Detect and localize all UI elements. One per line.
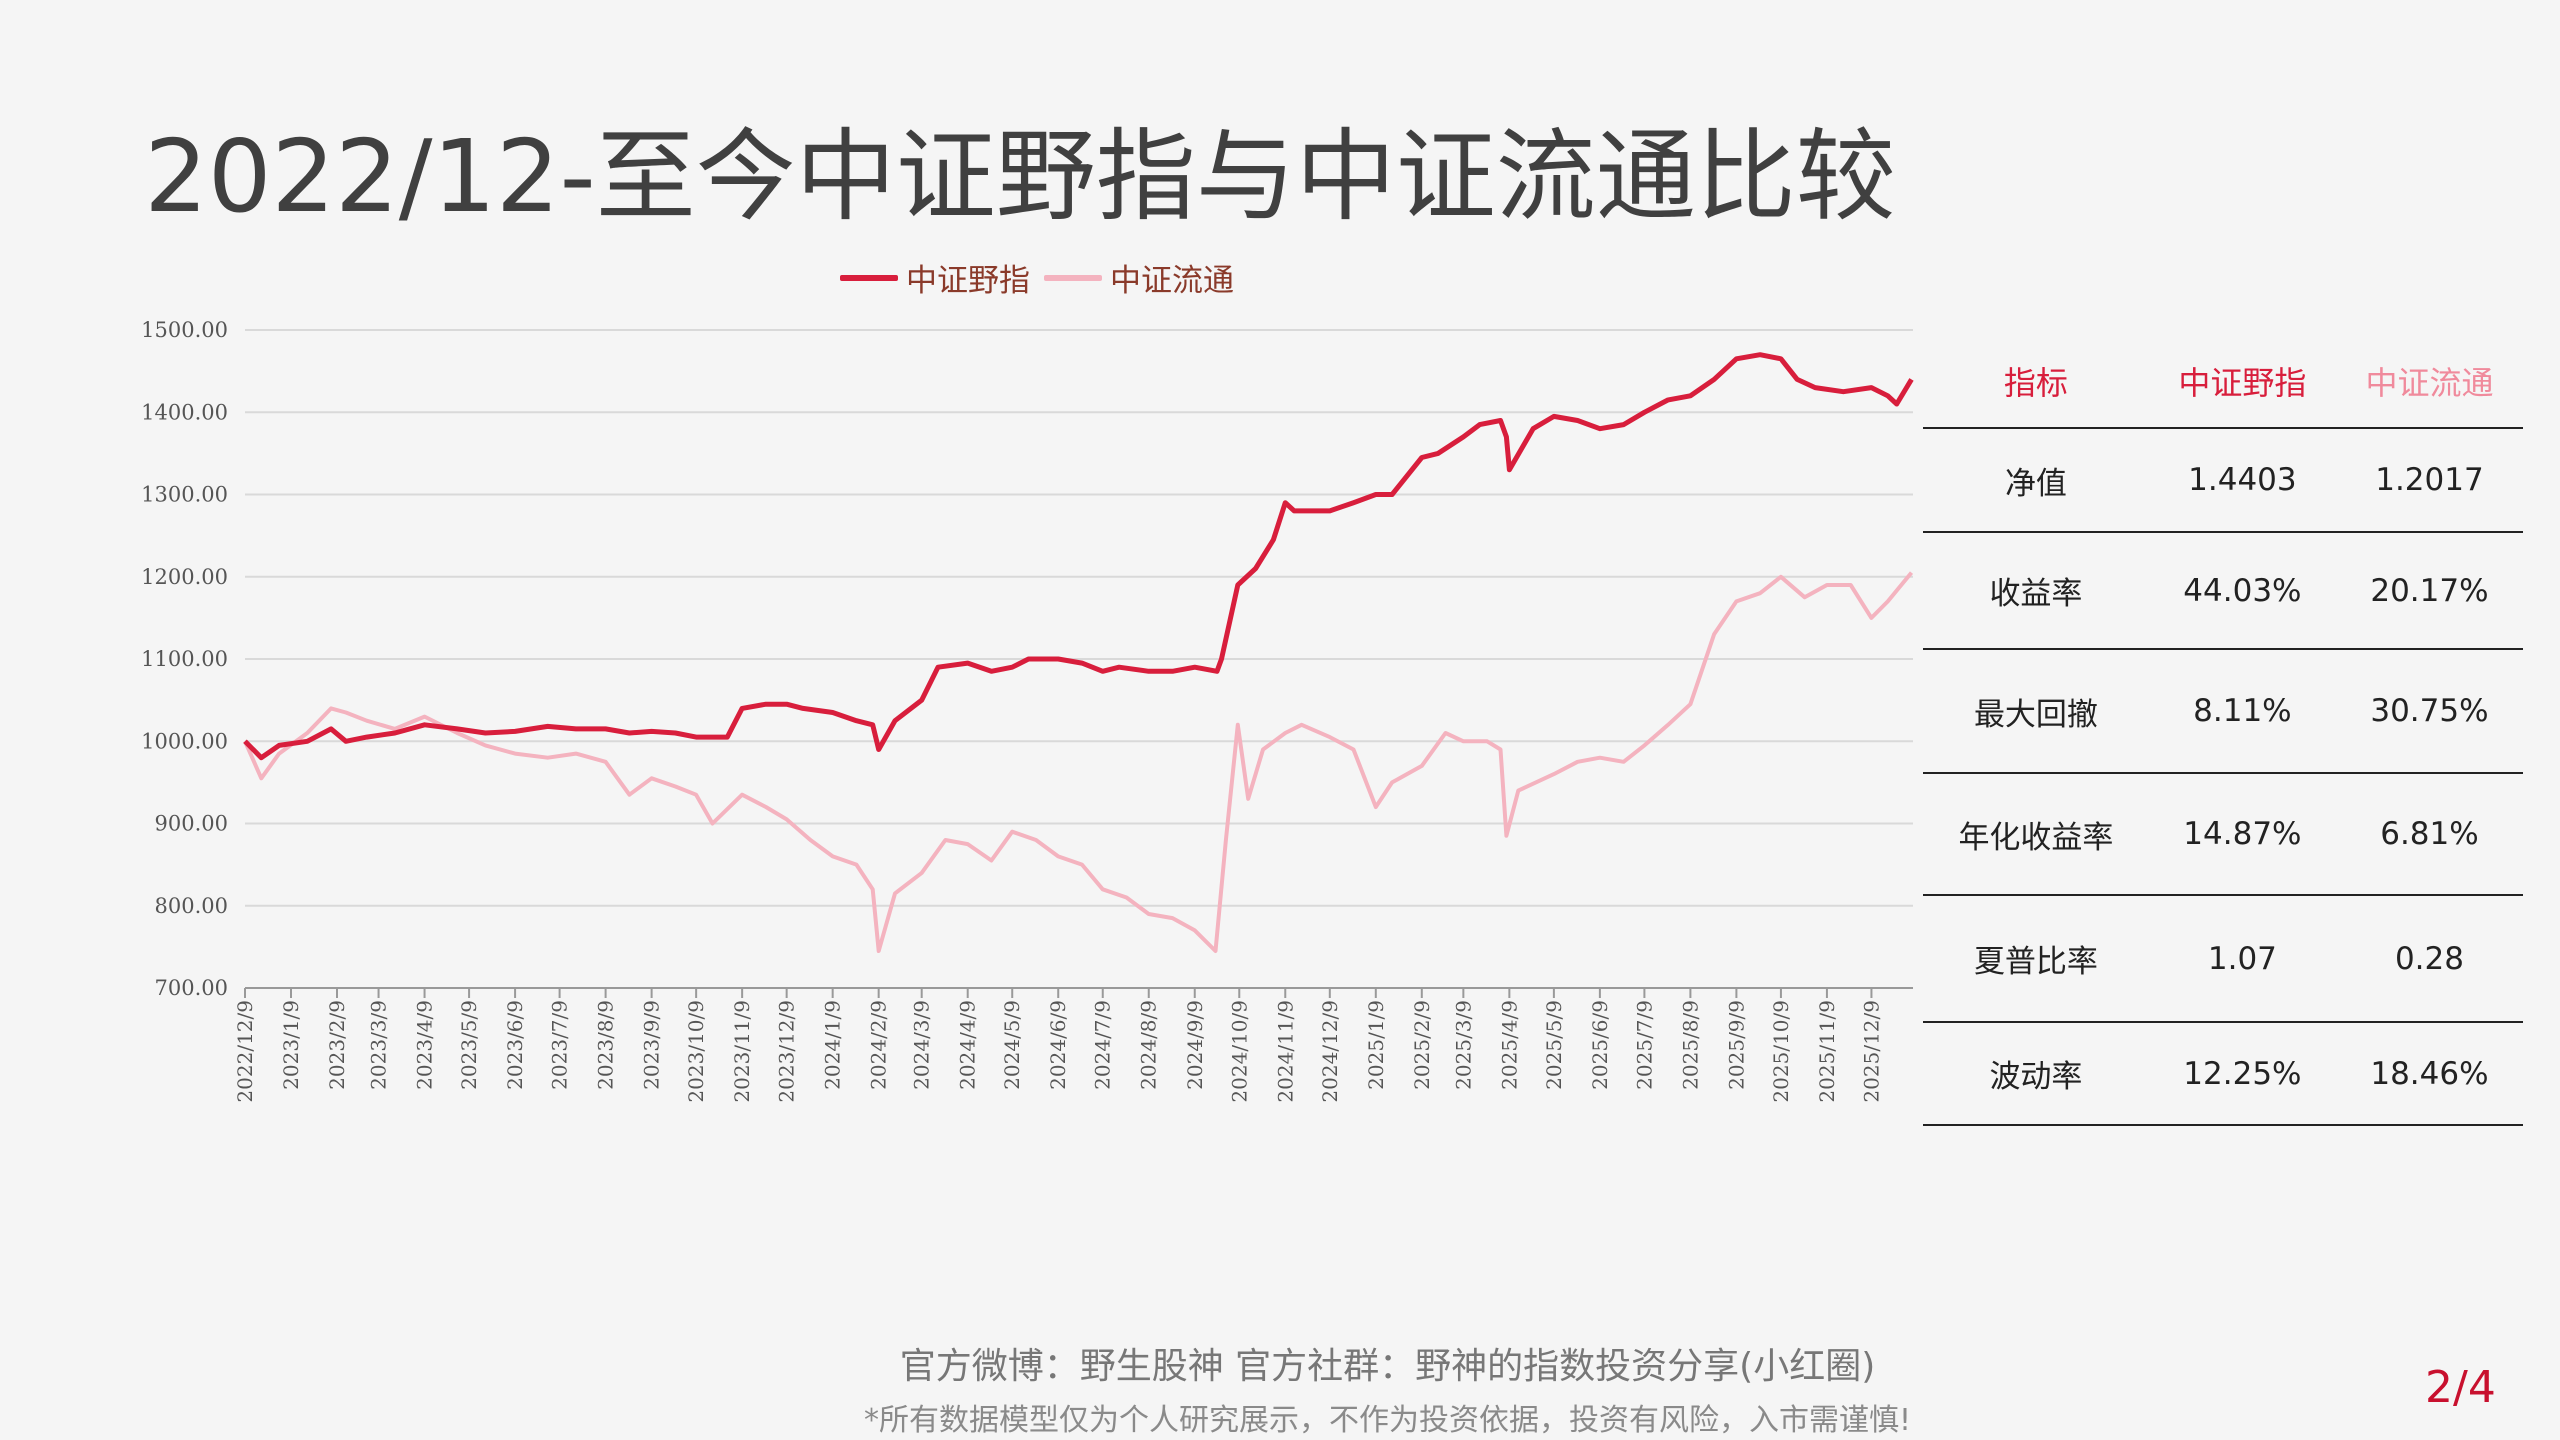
x-tick-label: 2024/12/9: [1318, 1000, 1342, 1103]
row-label: 年化收益率: [1923, 772, 2149, 895]
x-tick-label: 2023/1/9: [279, 1000, 303, 1090]
x-tick-label: 2025/6/9: [1588, 1000, 1612, 1090]
x-tick-label: 2024/7/9: [1091, 1000, 1115, 1090]
legend-swatch-series1: [840, 274, 898, 281]
legend-item-series1: 中证野指: [840, 255, 1030, 300]
row-value-series1: 12.25%: [2148, 1021, 2336, 1126]
legend-label-series1: 中证野指: [906, 263, 1030, 299]
x-tick-label: 2023/2/9: [325, 1000, 349, 1090]
grid-layer: [245, 329, 1913, 989]
x-tick-label: 2024/6/9: [1046, 1000, 1070, 1090]
series-layer: [243, 352, 1914, 953]
x-tick-label: 2025/12/9: [1859, 1000, 1883, 1103]
x-tick-label: 2025/9/9: [1724, 1000, 1748, 1090]
row-value-series1: 44.03%: [2148, 531, 2336, 649]
y-tick-label: 1300.00: [141, 483, 228, 507]
y-tick-label: 1000.00: [141, 729, 228, 753]
x-tick-label: 2023/12/9: [775, 1000, 799, 1103]
x-tick-label: 2025/5/9: [1542, 1000, 1566, 1090]
y-tick-label: 1200.00: [141, 565, 228, 589]
row-value-series1: 1.4403: [2148, 427, 2336, 532]
table-row: 净值 1.4403 1.2017: [1923, 427, 2523, 532]
x-tick-label: 2023/6/9: [503, 1000, 527, 1090]
x-tick-label: 2025/4/9: [1497, 1000, 1521, 1090]
table-row: 年化收益率 14.87% 6.81%: [1923, 772, 2523, 895]
x-tick-label: 2024/4/9: [956, 1000, 980, 1090]
stats-header-row: 指标 中证野指 中证流通: [1923, 335, 2523, 428]
y-tick-label: 1400.00: [141, 400, 228, 424]
x-tick-label: 2023/7/9: [548, 1000, 572, 1090]
row-value-series2: 0.28: [2335, 894, 2523, 1022]
series-line-zhongzheng-yezhi: [243, 352, 1914, 761]
row-label: 收益率: [1923, 531, 2149, 649]
x-tick-label: 2025/8/9: [1678, 1000, 1702, 1090]
header-series1: 中证野指: [2178, 364, 2307, 402]
y-tick-label: 1100.00: [141, 647, 228, 671]
table-row: 收益率 44.03% 20.17%: [1923, 531, 2523, 649]
y-tick-label: 900.00: [155, 812, 228, 836]
header-metric: 指标: [2003, 364, 2068, 402]
footer-social: 官方微博：野生股神 官方社群：野神的指数投资分享(小红圈): [899, 1346, 1876, 1387]
page-number: 2/4: [2425, 1362, 2496, 1413]
row-value-series2: 6.81%: [2335, 772, 2523, 895]
table-row: 最大回撤 8.11% 30.75%: [1923, 648, 2523, 773]
row-label: 净值: [1923, 427, 2149, 532]
y-tick-label: 1500.00: [141, 318, 228, 342]
x-tick-label: 2024/9/9: [1183, 1000, 1207, 1090]
row-label: 夏普比率: [1923, 894, 2149, 1022]
x-tick-label: 2023/9/9: [640, 1000, 664, 1090]
x-tick-label: 2023/10/9: [684, 1000, 708, 1103]
legend-label-series2: 中证流通: [1110, 263, 1234, 299]
x-tick-label: 2024/1/9: [821, 1000, 845, 1090]
row-value-series1: 8.11%: [2148, 648, 2336, 773]
x-tick-label: 2025/11/9: [1815, 1000, 1839, 1103]
header-series2: 中证流通: [2365, 364, 2494, 402]
x-tick-label: 2024/11/9: [1273, 1000, 1297, 1103]
x-tick-label: 2024/2/9: [867, 1000, 891, 1090]
x-tick-label: 2025/1/9: [1364, 1000, 1388, 1090]
x-tick-label: 2023/3/9: [367, 1000, 391, 1090]
table-row: 夏普比率 1.07 0.28: [1923, 894, 2523, 1022]
x-tick-label: 2025/3/9: [1451, 1000, 1475, 1090]
table-row: 波动率 12.25% 18.46%: [1923, 1021, 2523, 1126]
x-tick-label: 2023/4/9: [413, 1000, 437, 1090]
x-tick-label: 2024/8/9: [1137, 1000, 1161, 1090]
series-line-zhongzheng-liutong: [243, 571, 1914, 953]
x-tick-label: 2023/8/9: [594, 1000, 618, 1090]
row-label: 最大回撤: [1923, 648, 2149, 773]
x-tick-label: 2024/10/9: [1227, 1000, 1251, 1103]
row-value-series1: 1.07: [2148, 894, 2336, 1022]
row-value-series1: 14.87%: [2148, 772, 2336, 895]
row-value-series2: 20.17%: [2335, 531, 2523, 649]
x-tick-label: 2025/10/9: [1769, 1000, 1793, 1103]
x-tick-label: 2023/11/9: [730, 1000, 754, 1103]
stats-table: 指标 中证野指 中证流通 净值 1.4403 1.2017 收益率 44.03%…: [1923, 335, 2523, 1126]
x-tick-label: 2024/5/9: [1000, 1000, 1024, 1090]
y-axis-ticks: 700.00 800.00 900.00 1000.00 1100.00 1200.00 1…: [141, 318, 228, 1000]
legend-item-series2: 中证流通: [1044, 255, 1234, 300]
x-tick-label: 2022/12/9: [233, 1000, 257, 1103]
footer-disclaimer: *所有数据模型仅为个人研究展示，不作为投资依据，投资有风险，入市需谨慎!: [863, 1403, 1912, 1438]
x-tick-label: 2024/3/9: [910, 1000, 934, 1090]
row-value-series2: 18.46%: [2335, 1021, 2523, 1126]
x-tick-label: 2023/5/9: [457, 1000, 481, 1090]
chart-legend: 中证野指 中证流通: [840, 255, 1248, 300]
row-label: 波动率: [1923, 1021, 2149, 1126]
y-tick-label: 800.00: [155, 894, 228, 918]
y-tick-label: 700.00: [155, 976, 228, 1000]
x-tick-label: 2025/2/9: [1410, 1000, 1434, 1090]
row-value-series2: 30.75%: [2335, 648, 2523, 773]
x-axis-ticks: 2022/12/9 2023/1/9 2023/2/9 2023/3/9 2023/4/…: [233, 988, 1883, 1103]
legend-swatch-series2: [1044, 274, 1102, 281]
row-value-series2: 1.2017: [2335, 427, 2523, 532]
page-title: 2022/12-至今中证野指与中证流通比较: [144, 118, 1896, 235]
x-tick-label: 2025/7/9: [1632, 1000, 1656, 1090]
